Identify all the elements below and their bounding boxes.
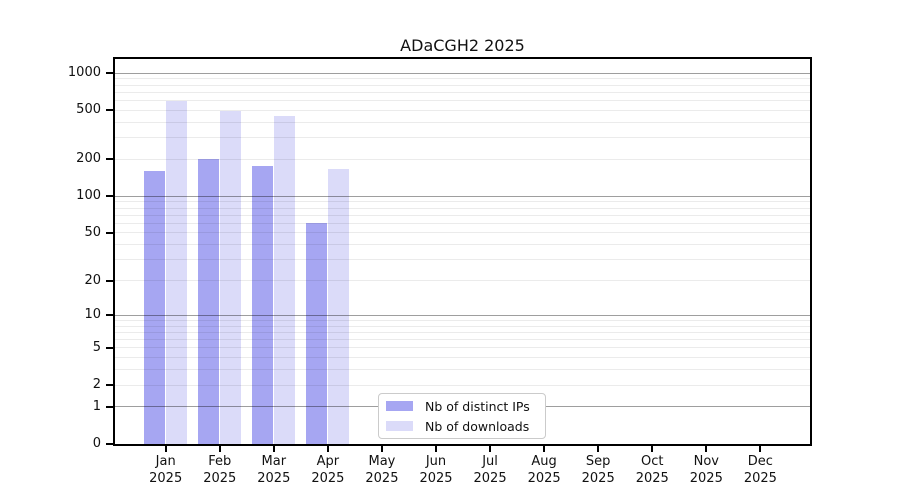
y-tick-mark: [106, 405, 113, 408]
y-tick-label: 50: [84, 224, 101, 240]
x-tick-label-mar: Mar 2025: [257, 454, 291, 486]
y-tick-mark: [106, 72, 113, 75]
x-tick-mark: [759, 446, 762, 452]
x-tick-mark: [705, 446, 708, 452]
x-tick-mark: [543, 446, 546, 452]
y-tick-label: 1: [92, 398, 101, 414]
bar-distinct-ips-jan: [144, 171, 166, 444]
x-tick-label-jul: Jul 2025: [473, 454, 507, 486]
y-tick-mark: [106, 314, 113, 317]
y-tick-mark: [106, 158, 113, 161]
y-tick-mark: [106, 279, 113, 282]
x-tick-mark: [326, 446, 329, 452]
y-tick-label: 5: [92, 339, 101, 355]
x-tick-label-dec: Dec 2025: [743, 454, 777, 486]
y-tick-label: 2: [92, 377, 101, 393]
chart-title: ADaCGH2 2025: [400, 36, 525, 55]
x-tick-label-oct: Oct 2025: [635, 454, 669, 486]
legend-row-downloads: Nb of downloads: [379, 418, 545, 435]
bar-downloads-apr: [328, 168, 350, 444]
y-tick-label: 0: [92, 436, 101, 451]
bar-distinct-ips-apr: [306, 222, 328, 444]
x-tick-mark: [489, 446, 492, 452]
x-tick-label-feb: Feb 2025: [203, 454, 237, 486]
plot-area: [113, 57, 812, 446]
x-tick-mark: [651, 446, 654, 452]
legend-swatch-distinct-ips: [386, 401, 413, 411]
y-tick-mark: [106, 384, 113, 387]
bar-downloads-jan: [166, 101, 188, 444]
legend-row-distinct-ips: Nb of distinct IPs: [379, 398, 545, 415]
legend-swatch-downloads: [386, 421, 413, 431]
y-tick-mark: [106, 443, 113, 445]
x-tick-mark: [272, 446, 275, 452]
x-tick-label-jun: Jun 2025: [419, 454, 453, 486]
y-tick-label: 100: [76, 188, 101, 204]
x-tick-label-aug: Aug 2025: [527, 454, 561, 486]
bar-downloads-mar: [274, 115, 296, 444]
x-tick-mark: [164, 446, 167, 452]
y-tick-mark: [106, 195, 113, 198]
x-tick-mark: [435, 446, 437, 452]
y-tick-label: 10: [84, 307, 101, 323]
bar-downloads-feb: [220, 111, 242, 444]
bar-distinct-ips-feb: [198, 158, 220, 444]
legend-label-downloads: Nb of downloads: [425, 418, 530, 434]
y-tick-label: 500: [76, 102, 101, 118]
y-tick-label: 200: [76, 151, 101, 167]
x-tick-label-nov: Nov 2025: [689, 454, 723, 486]
legend: Nb of distinct IPs Nb of downloads: [378, 393, 546, 439]
x-tick-label-may: May 2025: [365, 454, 399, 486]
y-tick-label: 20: [84, 272, 101, 288]
legend-label-distinct-ips: Nb of distinct IPs: [425, 398, 530, 414]
x-tick-label-sep: Sep 2025: [581, 454, 615, 486]
x-tick-mark: [218, 446, 221, 452]
bar-distinct-ips-mar: [252, 166, 274, 444]
x-tick-mark: [597, 446, 600, 452]
y-tick-mark: [106, 231, 113, 234]
y-tick-mark: [106, 109, 113, 112]
bars-layer: [115, 59, 810, 444]
y-tick-mark: [106, 346, 113, 349]
x-tick-label-apr: Apr 2025: [311, 454, 345, 486]
x-tick-label-jan: Jan 2025: [149, 454, 183, 486]
y-tick-label: 1000: [67, 65, 101, 81]
x-tick-mark: [380, 446, 383, 452]
